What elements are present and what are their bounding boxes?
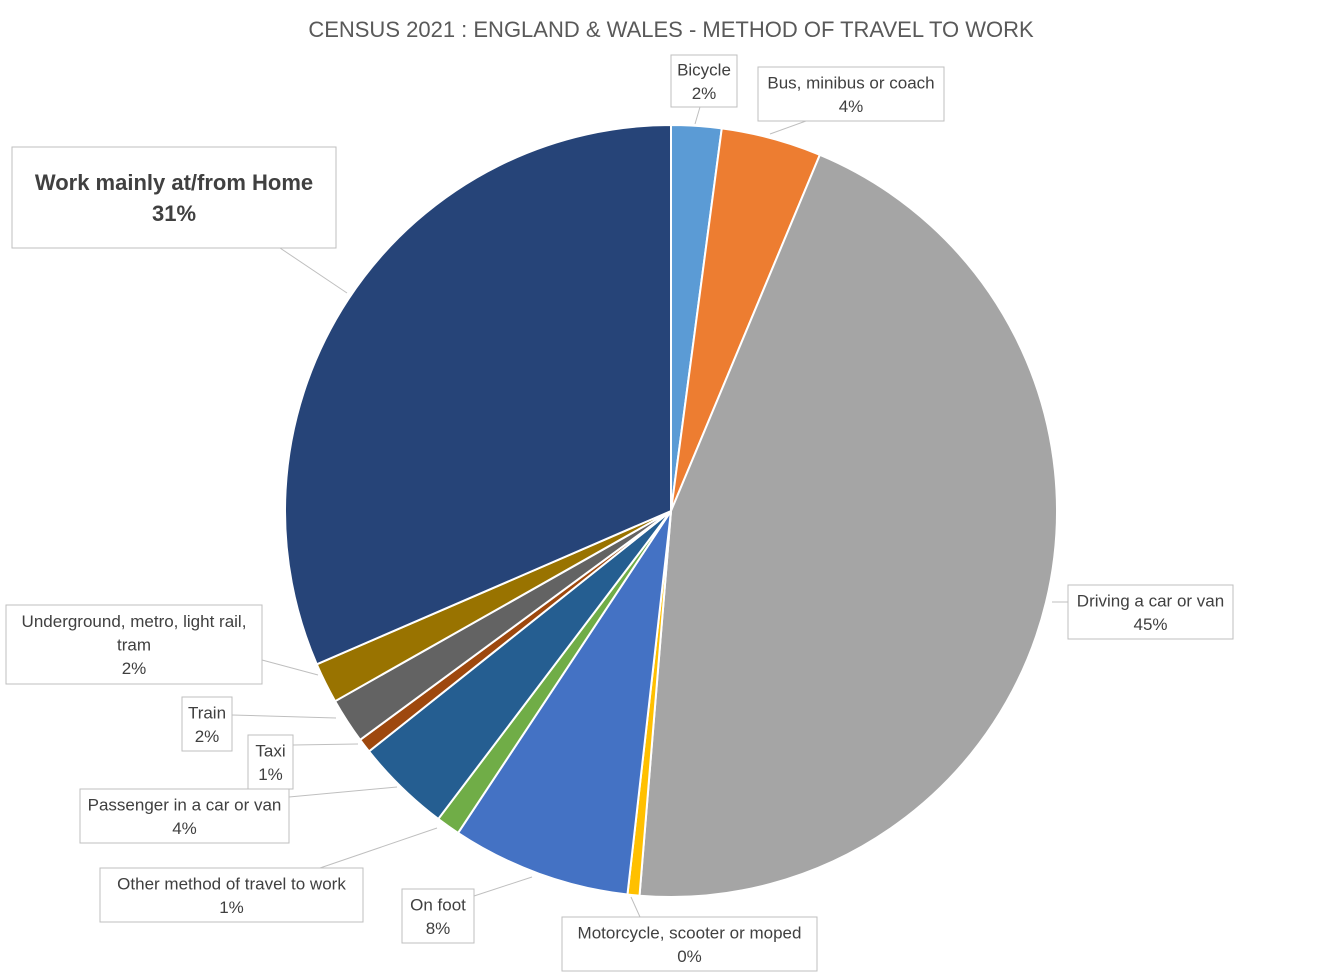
leader-line-bus-minibus-or-coach xyxy=(769,120,807,135)
data-label-box xyxy=(247,734,294,790)
data-label-name: tram xyxy=(117,636,151,655)
data-label-name: Train xyxy=(188,703,226,722)
leader-line-motorcycle-scooter-or-moped xyxy=(630,896,641,918)
data-label-box xyxy=(99,867,364,923)
data-label-passenger-in-a-car-or-van: Passenger in a car or van 4% xyxy=(79,788,290,844)
data-label-box xyxy=(181,696,233,752)
leader-line-underground-metro-light-rail-tram xyxy=(261,659,319,676)
data-label-name: Bus, minibus or coach xyxy=(767,73,934,92)
leader-line-passenger-in-a-car-or-van xyxy=(288,786,398,798)
data-label-name: Other method of travel to work xyxy=(117,874,346,893)
data-label-bicycle: Bicycle 2% xyxy=(670,54,738,108)
data-label-value: 31% xyxy=(152,201,196,226)
data-label-underground-metro-light-rail-tram: Underground, metro, light rail, tram 2% xyxy=(5,604,263,685)
data-label-box xyxy=(79,788,290,844)
data-label-box xyxy=(670,54,738,108)
data-label-other-method-of-travel-to-work: Other method of travel to work 1% xyxy=(99,867,364,923)
slice-driving-a-car-or-van xyxy=(638,153,1058,898)
data-label-value: 4% xyxy=(172,819,197,838)
slice-work-mainly-at-from-home xyxy=(284,123,672,666)
data-label-name: On foot xyxy=(410,895,466,914)
data-label-name: Work mainly at/from Home xyxy=(35,170,313,195)
data-label-value: 1% xyxy=(219,898,244,917)
data-label-taxi: Taxi 1% xyxy=(247,734,294,790)
data-label-train: Train 2% xyxy=(181,696,233,752)
data-labels: Bicycle 2% Bus, minibus or coach 4% Driving … xyxy=(5,54,1234,972)
data-label-box xyxy=(401,888,475,944)
data-label-name: Bicycle xyxy=(677,60,731,79)
data-label-value: 1% xyxy=(258,765,283,784)
leader-line-other-method-of-travel-to-work xyxy=(319,827,438,869)
data-label-value: 0% xyxy=(677,947,702,966)
leader-line-taxi xyxy=(292,743,359,746)
data-label-bus-minibus-or-coach: Bus, minibus or coach 4% xyxy=(757,66,945,122)
data-label-value: 4% xyxy=(839,97,864,116)
data-label-box xyxy=(5,604,263,685)
data-label-value: 2% xyxy=(122,659,147,678)
data-label-name: Underground, metro, light rail, xyxy=(22,612,247,631)
leader-line-on-foot xyxy=(473,876,533,897)
leader-line-bicycle xyxy=(694,106,701,125)
data-label-name: Driving a car or van xyxy=(1077,591,1224,610)
slice-on-foot xyxy=(456,510,672,896)
data-label-value: 2% xyxy=(195,727,220,746)
data-label-motorcycle-scooter-or-moped: Motorcycle, scooter or moped 0% xyxy=(561,916,818,972)
data-label-value: 2% xyxy=(692,84,717,103)
data-label-value: 45% xyxy=(1133,615,1167,634)
data-label-name: Taxi xyxy=(255,741,285,760)
data-label-driving-a-car-or-van: Driving a car or van 45% xyxy=(1067,584,1234,640)
pie-slices xyxy=(284,123,1058,898)
chart-title: CENSUS 2021 : ENGLAND & WALES - METHOD O… xyxy=(308,17,1034,42)
leader-line-work-mainly-at-from-home xyxy=(279,247,348,294)
data-label-value: 8% xyxy=(426,919,451,938)
data-label-on-foot: On foot 8% xyxy=(401,888,475,944)
data-label-name: Passenger in a car or van xyxy=(88,795,282,814)
leader-line-train xyxy=(231,714,337,719)
data-label-box xyxy=(757,66,945,122)
data-label-box xyxy=(1067,584,1234,640)
data-label-work-mainly-at-from-home: Work mainly at/from Home 31% xyxy=(11,146,337,249)
data-label-box xyxy=(561,916,818,972)
data-label-name: Motorcycle, scooter or moped xyxy=(578,923,802,942)
data-label-box xyxy=(11,146,337,249)
